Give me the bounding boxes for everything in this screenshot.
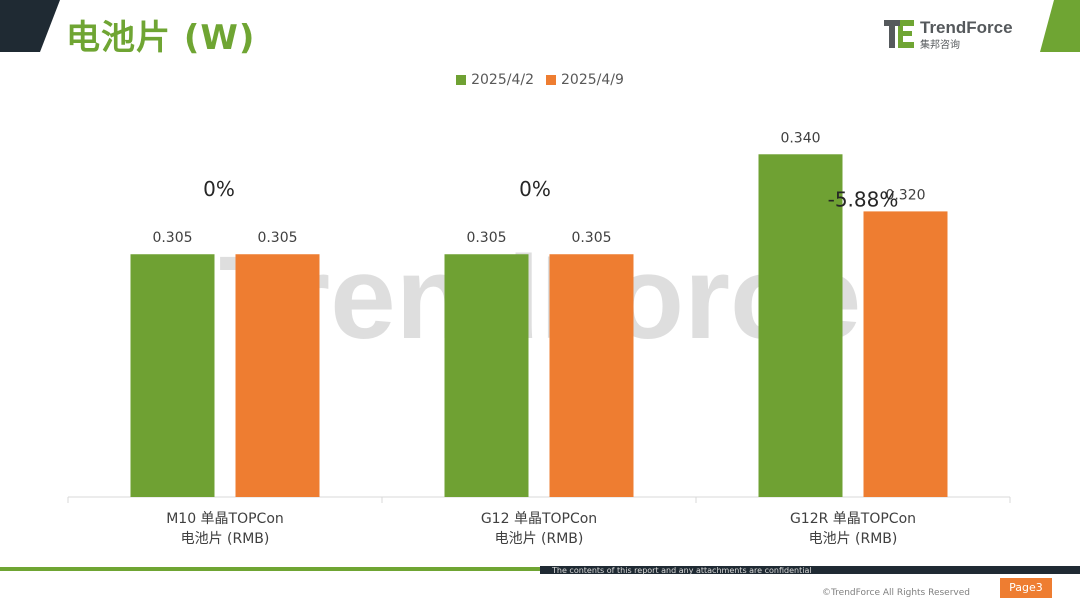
category-label: 电池片 (RMB): [181, 531, 270, 547]
data-label: 0.305: [257, 230, 297, 246]
data-label: 0.305: [466, 230, 506, 246]
data-label: 0.305: [571, 230, 611, 246]
footer-copyright: ©TrendForce All Rights Reserved: [822, 588, 970, 598]
brand-subtitle: 集邦咨询: [920, 40, 960, 51]
brand-logo: TrendForce 集邦咨询: [884, 18, 1024, 52]
data-label: 0.320: [885, 187, 925, 203]
bar-2-series-1: [444, 254, 529, 497]
legend-swatch-series-1: [456, 75, 467, 85]
footer-confidential-note: The contents of this report and any atta…: [552, 566, 812, 575]
category-label: 电池片 (RMB): [809, 531, 898, 547]
legend-item-series-2: 2025/4/9: [546, 72, 624, 88]
legend-swatch-series-2: [546, 75, 556, 85]
chart-legend: 2025/4/2 2025/4/9: [0, 72, 1080, 88]
footer-bar-dark: [540, 566, 1080, 574]
bar-3-series-1: [758, 154, 843, 497]
trendforce-logo-icon: [884, 20, 914, 48]
slide-title: 电池片 (W): [66, 18, 256, 58]
legend-label-series-1: 2025/4/2: [471, 72, 534, 88]
category-label: 电池片 (RMB): [495, 531, 584, 547]
category-label: G12 单晶TOPCon: [481, 511, 597, 527]
watermark-text: TrendForce: [219, 232, 862, 364]
brand-name: TrendForce: [920, 18, 1013, 37]
data-label: 0.305: [152, 230, 192, 246]
bar-1-series-2: [235, 254, 320, 497]
change-annotation: 0%: [519, 177, 551, 201]
change-annotation: -5.88%: [828, 187, 899, 211]
corner-decoration-right: [1040, 0, 1080, 52]
bar-1-series-1: [130, 254, 215, 497]
bar-2-series-2: [549, 254, 634, 497]
bar-3-series-2: [863, 211, 948, 497]
data-label: 0.340: [780, 130, 820, 146]
corner-decoration-left: [0, 0, 60, 52]
change-annotation: 0%: [203, 177, 235, 201]
legend-label-series-2: 2025/4/9: [561, 72, 624, 88]
footer-bar-green: [0, 567, 560, 571]
legend-item-series-1: 2025/4/2: [456, 72, 534, 88]
page-number-badge: Page3: [1000, 578, 1052, 598]
category-label: G12R 单晶TOPCon: [790, 511, 916, 527]
category-label: M10 单晶TOPCon: [166, 511, 284, 527]
